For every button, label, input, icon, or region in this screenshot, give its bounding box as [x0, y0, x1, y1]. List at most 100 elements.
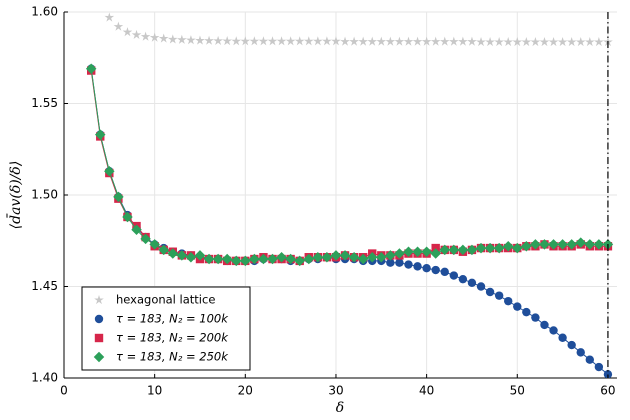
point [258, 253, 269, 265]
point [330, 250, 342, 261]
point [140, 31, 151, 41]
point [439, 244, 451, 256]
point [421, 36, 432, 46]
point [449, 36, 459, 46]
point [466, 244, 478, 256]
point [575, 237, 586, 248]
point [585, 355, 595, 364]
point [276, 251, 287, 263]
plot-area [85, 12, 614, 378]
point [339, 250, 351, 261]
x-tick-label: 60 [600, 384, 615, 398]
point [458, 36, 468, 46]
point [294, 255, 305, 267]
point [431, 265, 440, 275]
x-tick-label: 10 [147, 384, 162, 398]
x-tick-label: 20 [238, 384, 253, 398]
point [276, 36, 287, 46]
point [512, 36, 523, 47]
point [186, 35, 196, 45]
point [113, 21, 124, 31]
point [95, 129, 106, 140]
point [530, 239, 541, 250]
point [203, 253, 215, 265]
point [322, 36, 332, 46]
point [267, 253, 278, 265]
point [512, 242, 523, 254]
point [485, 287, 495, 297]
point [494, 36, 504, 47]
point [85, 63, 97, 74]
y-tick-label: 1.55 [31, 96, 58, 110]
y-axis-label: ⟨d̄av(δ)/δ⟩ [6, 161, 24, 230]
point [584, 239, 596, 250]
point [321, 251, 333, 263]
x-axis-label: δ [336, 400, 344, 416]
point [448, 244, 460, 256]
legend-marker [94, 333, 104, 343]
point [249, 36, 260, 46]
point [412, 246, 423, 257]
point [603, 370, 613, 378]
point [177, 34, 187, 44]
point [504, 296, 513, 306]
point [195, 35, 205, 45]
point [531, 313, 540, 322]
point [413, 262, 422, 271]
point [366, 251, 378, 263]
point [149, 239, 160, 250]
legend-label: τ = 183, N₂ = 200k [116, 331, 229, 345]
point [131, 29, 142, 39]
point [222, 36, 232, 46]
point [303, 253, 315, 265]
point [303, 36, 314, 46]
point [167, 248, 179, 259]
point [566, 239, 577, 250]
x-tick-label: 0 [60, 384, 68, 398]
point [122, 211, 133, 223]
legend-marker [93, 351, 105, 363]
point [521, 240, 532, 252]
legend-marker [94, 314, 104, 324]
point [421, 246, 432, 257]
point [167, 34, 178, 44]
point [312, 251, 324, 263]
point [386, 258, 395, 267]
point [404, 260, 413, 269]
point [575, 36, 586, 47]
point [240, 36, 251, 46]
point [430, 248, 441, 259]
point [294, 36, 305, 46]
y-tick-label: 1.60 [31, 5, 58, 19]
point [548, 239, 559, 250]
point [104, 12, 115, 22]
legend-marker [94, 294, 104, 305]
point [467, 36, 477, 46]
point [439, 36, 450, 46]
point [467, 278, 477, 288]
x-tick-label: 30 [328, 384, 343, 398]
point [494, 291, 504, 300]
point [412, 36, 423, 46]
series-line [90, 68, 609, 375]
point [539, 36, 550, 47]
point [158, 33, 169, 43]
point [385, 36, 396, 46]
point [376, 36, 387, 46]
point [394, 248, 405, 259]
point [549, 326, 558, 335]
point [348, 251, 360, 263]
point [476, 36, 486, 47]
point [557, 36, 568, 47]
point [394, 36, 405, 46]
point [131, 224, 142, 236]
point [513, 302, 522, 311]
point [212, 253, 224, 265]
point [285, 36, 296, 46]
point [213, 35, 223, 45]
point [122, 27, 133, 37]
point [230, 255, 242, 267]
y-tick-label: 1.50 [31, 188, 58, 202]
point [194, 250, 206, 261]
